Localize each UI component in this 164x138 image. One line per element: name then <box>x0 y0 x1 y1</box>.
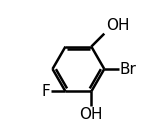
Text: Br: Br <box>119 62 136 76</box>
Text: OH: OH <box>80 107 103 122</box>
Text: F: F <box>42 84 50 99</box>
Text: OH: OH <box>106 18 129 33</box>
